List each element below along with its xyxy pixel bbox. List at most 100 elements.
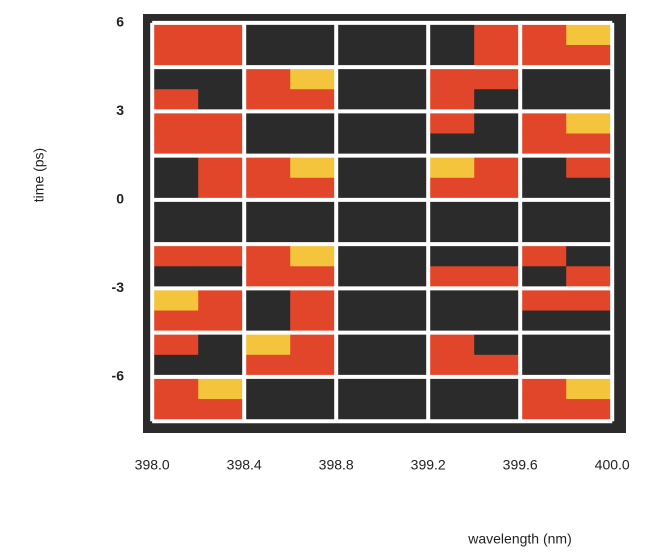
heatmap-cell — [336, 155, 383, 179]
heatmap-cell — [152, 332, 199, 356]
heatmap-cell — [290, 354, 337, 378]
heatmap-cell — [290, 310, 337, 334]
heatmap-cell — [198, 332, 245, 356]
heatmap-cell — [566, 44, 613, 68]
heatmap-cell — [428, 376, 475, 400]
heatmap-cell — [152, 222, 199, 245]
heatmap-cell — [152, 354, 199, 378]
heatmap-cell — [566, 376, 613, 400]
heatmap-cell — [566, 222, 613, 245]
y-tick-label: 0 — [116, 191, 124, 207]
heatmap-cell — [290, 155, 337, 179]
heatmap-cell — [198, 22, 245, 46]
heatmap-cell — [198, 155, 245, 179]
x-tick-label: 398.8 — [319, 457, 354, 473]
heatmap-cell — [520, 310, 567, 334]
heatmap-cell — [428, 155, 475, 179]
y-tick-label: 6 — [116, 14, 124, 30]
heatmap-cell — [244, 44, 291, 68]
heatmap-cell — [152, 155, 199, 179]
heatmap-cell — [244, 332, 291, 356]
heatmap-cell — [244, 133, 291, 157]
heatmap-cell — [428, 133, 475, 157]
heatmap-cell — [290, 44, 337, 68]
heatmap-cell — [290, 266, 337, 289]
heatmap-cell — [336, 67, 383, 90]
heatmap-cell — [474, 199, 521, 223]
heatmap-cell — [566, 111, 613, 135]
heatmap-cell — [520, 199, 567, 223]
heatmap-cell — [474, 67, 521, 90]
heatmap-cell — [244, 155, 291, 179]
heatmap-cell — [336, 199, 383, 223]
heatmap-cell — [244, 244, 291, 267]
heatmap-cell — [244, 376, 291, 400]
heatmap-cell — [152, 177, 199, 201]
heatmap-cell — [566, 133, 613, 157]
heatmap-cell — [520, 222, 567, 245]
heatmap-cell — [152, 111, 199, 135]
heatmap-cell — [290, 111, 337, 135]
heatmap-cell — [520, 244, 567, 267]
heatmap-cell — [336, 44, 383, 68]
heatmap-cell — [244, 199, 291, 223]
heatmap-cell — [382, 111, 429, 135]
heatmap-cell — [566, 332, 613, 356]
heatmap-cell — [520, 44, 567, 68]
heatmap-cell — [244, 288, 291, 312]
heatmap-cell — [382, 288, 429, 312]
heatmap-cell — [520, 399, 567, 422]
heatmap-cell — [290, 199, 337, 223]
heatmap-cell — [566, 155, 613, 179]
heatmap-cell — [428, 354, 475, 378]
heatmap-cell — [244, 354, 291, 378]
heatmap-cell — [474, 244, 521, 267]
heatmap-cell — [520, 354, 567, 378]
heatmap-cell — [474, 89, 521, 112]
heatmap-cell — [566, 288, 613, 312]
y-tick-label: -3 — [112, 279, 125, 295]
heatmap-cell — [336, 354, 383, 378]
heatmap-cell — [382, 310, 429, 334]
heatmap-cell — [428, 111, 475, 135]
heatmap-cell — [520, 266, 567, 289]
heatmap-cell — [152, 133, 199, 157]
heatmap-cell — [244, 399, 291, 422]
heatmap-cell — [198, 244, 245, 267]
heatmap-cell — [520, 133, 567, 157]
heatmap-cell — [198, 376, 245, 400]
x-tick-label: 399.6 — [503, 457, 538, 473]
heatmap-cell — [336, 266, 383, 289]
heatmap-cell — [244, 222, 291, 245]
heatmap-cell — [474, 22, 521, 46]
heatmap-cell — [428, 89, 475, 112]
heatmap-cell — [198, 288, 245, 312]
heatmap-cell — [428, 399, 475, 422]
heatmap-cell — [474, 177, 521, 201]
x-tick-label: 400.0 — [595, 457, 630, 473]
heatmap-cell — [290, 89, 337, 112]
heatmap-cell — [520, 111, 567, 135]
heatmap-cell — [290, 22, 337, 46]
heatmap-cell — [382, 44, 429, 68]
heatmap-cell — [336, 222, 383, 245]
heatmap-cell — [198, 67, 245, 90]
heatmap-cell — [336, 399, 383, 422]
heatmap-cell — [428, 266, 475, 289]
heatmap-cell — [520, 376, 567, 400]
heatmap-cell — [474, 155, 521, 179]
heatmap-cell — [382, 244, 429, 267]
heatmap-cell — [382, 222, 429, 245]
heatmap-cell — [244, 89, 291, 112]
heatmap-cell — [152, 44, 199, 68]
x-tick-label: 398.4 — [227, 457, 262, 473]
heatmap-cell — [474, 222, 521, 245]
heatmap-cell — [566, 266, 613, 289]
heatmap-cell — [474, 354, 521, 378]
heatmap-cell — [566, 354, 613, 378]
heatmap-cell — [520, 89, 567, 112]
heatmap-cell — [382, 67, 429, 90]
heatmap-cell — [566, 399, 613, 422]
heatmap-cell — [474, 399, 521, 422]
